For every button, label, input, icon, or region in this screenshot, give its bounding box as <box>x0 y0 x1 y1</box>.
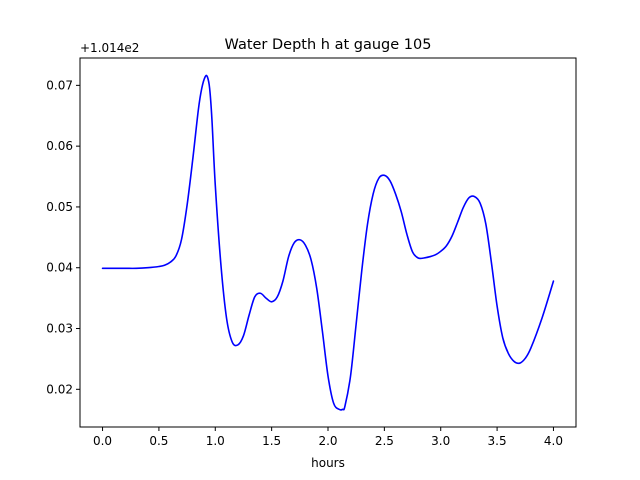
x-tick-label: 1.0 <box>206 434 225 448</box>
plot-area-frame <box>79 57 577 428</box>
x-tick-label: 4.0 <box>544 434 563 448</box>
y-tick-label: 0.02 <box>46 382 73 396</box>
series-line <box>101 74 555 411</box>
x-tick-label: 3.5 <box>488 434 507 448</box>
x-tick-label: 0.0 <box>93 434 112 448</box>
x-tick-label: 2.0 <box>318 434 337 448</box>
y-axis-offset-label: +1.014e2 <box>80 41 139 55</box>
x-axis-ticks: 0.0 0.5 1.0 1.5 2.0 2.5 3.0 3.5 4.0 <box>93 427 563 448</box>
y-tick-label: 0.07 <box>46 78 73 92</box>
x-tick-label: 0.5 <box>149 434 168 448</box>
x-axis-label: hours <box>311 456 345 470</box>
y-tick-label: 0.06 <box>46 139 73 153</box>
y-tick-label: 0.05 <box>46 200 73 214</box>
y-tick-label: 0.03 <box>46 322 73 336</box>
y-axis-ticks: 0.02 0.03 0.04 0.05 0.06 0.07 <box>46 78 80 396</box>
x-tick-label: 2.5 <box>375 434 394 448</box>
x-tick-label: 1.5 <box>262 434 281 448</box>
y-tick-label: 0.04 <box>46 261 73 275</box>
chart-title: Water Depth h at gauge 105 <box>225 37 432 53</box>
x-tick-label: 3.0 <box>431 434 450 448</box>
